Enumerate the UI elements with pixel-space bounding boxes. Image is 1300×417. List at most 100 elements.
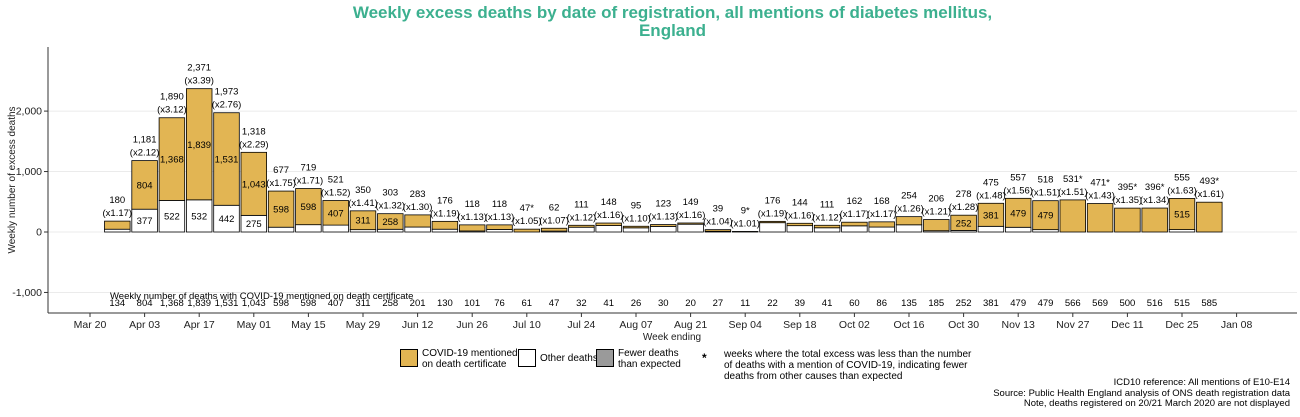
y-tick-label: -1,000 — [12, 287, 42, 299]
bar-covid-deaths — [677, 222, 704, 225]
bar-other-deaths — [841, 225, 868, 233]
bar-covid-deaths — [185, 88, 213, 201]
legend-swatch-covid — [400, 349, 418, 367]
x-tick-label: Apr 03 — [129, 319, 160, 331]
bar-total-label: 719 — [300, 163, 316, 174]
covid-count-label: 135 — [901, 298, 917, 309]
bar-other-deaths — [322, 224, 349, 233]
y-axis-title: Weekly number of excess deaths — [7, 106, 18, 253]
bar-ratio-label: (x1.13) — [457, 212, 487, 223]
covid-count-label: 60 — [849, 298, 860, 309]
bar-other-deaths — [431, 228, 459, 233]
bar-label-covid: 598 — [273, 205, 289, 216]
bar-other-deaths — [295, 224, 322, 233]
covid-count-label: 479 — [1010, 298, 1026, 309]
bar-ratio-label: (x1.51) — [1058, 187, 1088, 198]
bar-total-label: 206 — [928, 194, 944, 205]
legend-label-fewer: Fewer deaths than expected — [618, 348, 681, 370]
bar-label-covid: 407 — [328, 208, 344, 219]
bar-other-deaths — [895, 224, 923, 233]
x-tick-label: Oct 02 — [839, 319, 870, 331]
bar-covid-deaths — [923, 219, 950, 232]
bar-total-label: 111 — [820, 199, 834, 210]
bar-ratio-label: (x1.16) — [785, 210, 815, 221]
bar-other-deaths — [404, 226, 431, 233]
covid-count-label: 130 — [437, 298, 453, 309]
bar-total-label: 677 — [273, 165, 289, 176]
covid-count-label: 1,531 — [215, 298, 239, 309]
bar-total-label: 144 — [792, 197, 808, 208]
bar-covid-deaths — [595, 222, 622, 226]
bar-ratio-label: (x1.05) — [512, 216, 542, 227]
bar-total-label: 1,890 — [160, 92, 184, 103]
bar-total-label: 395* — [1118, 182, 1138, 193]
footer-source-note: Source: Public Health England analysis o… — [993, 387, 1290, 399]
bar-covid-deaths — [1005, 197, 1032, 228]
bar-covid-deaths — [1196, 201, 1223, 233]
bar-other-deaths — [377, 228, 404, 233]
bar-label-covid: 1,043 — [242, 179, 266, 190]
bar-label-other: 275 — [246, 219, 262, 230]
bar-total-label: 521 — [328, 175, 344, 186]
covid-count-label: 39 — [795, 298, 806, 309]
x-tick-label: Dec 25 — [1165, 319, 1198, 331]
bar-ratio-label: (x1.07) — [539, 215, 569, 226]
bar-total-label: 176 — [437, 195, 453, 206]
covid-count-label: 61 — [522, 298, 533, 309]
covid-count-label: 76 — [494, 298, 505, 309]
covid-count-label: 20 — [685, 298, 696, 309]
covid-counts-row-title: Weekly number of deaths with COVID-19 me… — [110, 291, 413, 302]
bar-ratio-label: (x2.29) — [239, 139, 269, 150]
bar-other-deaths — [868, 226, 895, 233]
bar-ratio-label: (x3.39) — [184, 76, 214, 87]
bar-ratio-label: (x1.34) — [1140, 195, 1170, 206]
bar-total-label: 475 — [983, 177, 999, 188]
covid-count-label: 101 — [464, 298, 480, 309]
x-tick-label: Jan 08 — [1221, 319, 1253, 331]
bar-other-deaths — [568, 226, 595, 233]
bar-covid-deaths — [213, 112, 240, 206]
bar-ratio-label: (x1.48) — [976, 190, 1006, 201]
covid-count-label: 500 — [1119, 298, 1135, 309]
x-tick-label: Nov 27 — [1056, 319, 1089, 331]
chart-title-line2: England — [638, 21, 707, 40]
footer-icd10-note: ICD10 reference: All mentions of E10-E14 — [1113, 377, 1290, 388]
bar-other-deaths — [677, 223, 704, 233]
bar-other-deaths — [267, 226, 295, 233]
covid-count-label: 30 — [658, 298, 669, 309]
x-tick-label: Oct 16 — [894, 319, 925, 331]
y-tick-label: 1,000 — [16, 166, 42, 178]
bar-ratio-label: (x1.41) — [348, 198, 378, 209]
bar-other-deaths — [622, 227, 650, 233]
bar-total-label: 350 — [355, 185, 371, 196]
x-tick-label: Mar 20 — [74, 319, 107, 331]
bar-ratio-label: (x1.32) — [376, 201, 406, 212]
covid-count-label: 201 — [410, 298, 426, 309]
bar-covid-deaths — [704, 229, 732, 232]
bar-covid-deaths — [158, 117, 186, 201]
bar-total-label: 1,181 — [133, 135, 157, 146]
covid-count-label: 569 — [1092, 298, 1108, 309]
bar-covid-deaths — [841, 221, 868, 227]
bar-total-label: 493* — [1200, 176, 1220, 187]
bar-other-deaths — [759, 222, 786, 233]
x-tick-label: May 01 — [237, 319, 272, 331]
bar-covid-deaths — [540, 227, 568, 232]
bar-other-deaths — [104, 228, 131, 233]
footer-notes: ICD10 reference: All mentions of E10-E14… — [993, 377, 1290, 410]
bar-label-covid: 515 — [1174, 210, 1190, 221]
bar-total-label: 118 — [465, 199, 480, 210]
bar-total-label: 254 — [901, 191, 917, 202]
bar-total-label: 1,318 — [242, 126, 266, 137]
bar-covid-deaths — [295, 188, 322, 226]
bar-label-covid: 804 — [137, 180, 153, 191]
bar-ratio-label: (x1.28) — [949, 202, 979, 213]
bar-ratio-label: (x1.61) — [1195, 189, 1225, 200]
bar-covid-deaths — [267, 190, 295, 228]
bar-covid-deaths — [786, 222, 814, 227]
bar-other-deaths — [813, 227, 841, 233]
bar-total-label: 278 — [956, 189, 972, 200]
x-tick-label: Dec 11 — [1111, 319, 1144, 331]
bar-covid-deaths — [813, 224, 841, 229]
covid-count-label: 1,043 — [242, 298, 266, 309]
